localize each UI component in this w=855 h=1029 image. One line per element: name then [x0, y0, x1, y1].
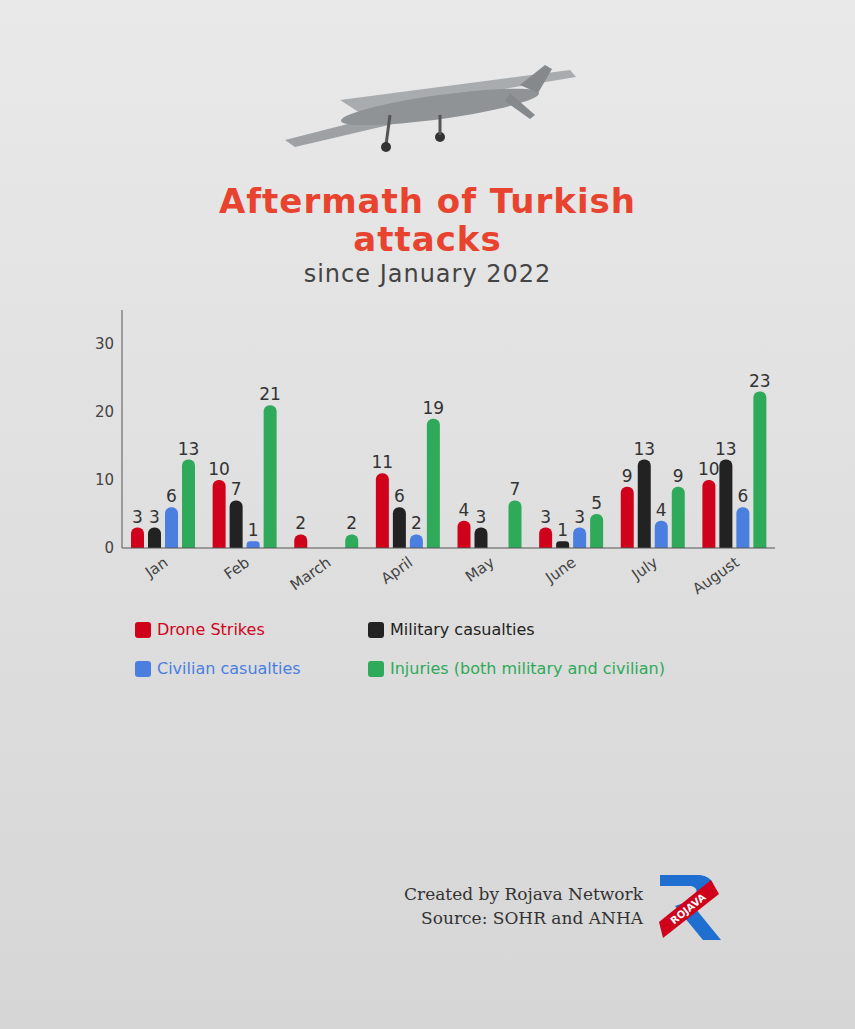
svg-text:3: 3: [574, 507, 585, 527]
svg-text:23: 23: [749, 371, 771, 391]
svg-text:10: 10: [95, 471, 114, 489]
svg-text:March: March: [287, 553, 335, 594]
html-text:Aftermath of Turkish attacks: Aftermath of Turkish attacks: [219, 181, 636, 259]
svg-text:30: 30: [95, 335, 114, 353]
html-text:Injuries (both military and ci: Injuries (both military and civilian): [390, 659, 665, 678]
svg-text:4: 4: [656, 500, 667, 520]
svg-text:2: 2: [295, 513, 306, 533]
svg-text:July: July: [628, 553, 661, 584]
svg-text:13: 13: [633, 439, 655, 459]
svg-text:June: June: [541, 553, 579, 587]
svg-text:10: 10: [208, 459, 230, 479]
svg-text:0: 0: [104, 539, 114, 557]
svg-text:9: 9: [673, 466, 684, 486]
svg-text:21: 21: [259, 384, 281, 404]
html-text:Drone Strikes: Drone Strikes: [157, 620, 265, 639]
svg-text:2: 2: [411, 513, 422, 533]
svg-text:3: 3: [149, 507, 160, 527]
svg-text:3: 3: [132, 507, 143, 527]
svg-text:2: 2: [346, 513, 357, 533]
html-text:since January 2022: since January 2022: [303, 260, 552, 288]
svg-text:11: 11: [372, 452, 394, 472]
svg-text:5: 5: [591, 493, 602, 513]
svg-text:6: 6: [737, 486, 748, 506]
svg-text:April: April: [378, 553, 416, 587]
svg-text:1: 1: [557, 520, 568, 540]
svg-text:3: 3: [476, 507, 487, 527]
svg-text:13: 13: [178, 439, 200, 459]
svg-text:10: 10: [698, 459, 720, 479]
svg-text:Feb: Feb: [221, 553, 253, 583]
svg-text:19: 19: [423, 398, 445, 418]
svg-text:May: May: [462, 553, 498, 586]
svg-text:6: 6: [394, 486, 405, 506]
svg-text:3: 3: [540, 507, 551, 527]
svg-text:6: 6: [166, 486, 177, 506]
svg-text:7: 7: [510, 479, 521, 499]
svg-text:Jan: Jan: [141, 553, 171, 582]
html-text:Civilian casualties: Civilian casualties: [157, 659, 301, 678]
svg-text:1: 1: [248, 520, 259, 540]
svg-text:ROJAVA: ROJAVA: [668, 891, 708, 926]
html-text:Source: SOHR and ANHA: Source: SOHR and ANHA: [421, 908, 643, 928]
svg-text:20: 20: [95, 403, 114, 421]
svg-text:August: August: [689, 553, 742, 598]
svg-text:4: 4: [459, 500, 470, 520]
html-text:Created by Rojava Network: Created by Rojava Network: [404, 884, 643, 904]
html-text:Military casualties: Military casualties: [390, 620, 535, 639]
svg-text:13: 13: [715, 439, 737, 459]
svg-text:9: 9: [622, 466, 633, 486]
svg-text:7: 7: [231, 479, 242, 499]
